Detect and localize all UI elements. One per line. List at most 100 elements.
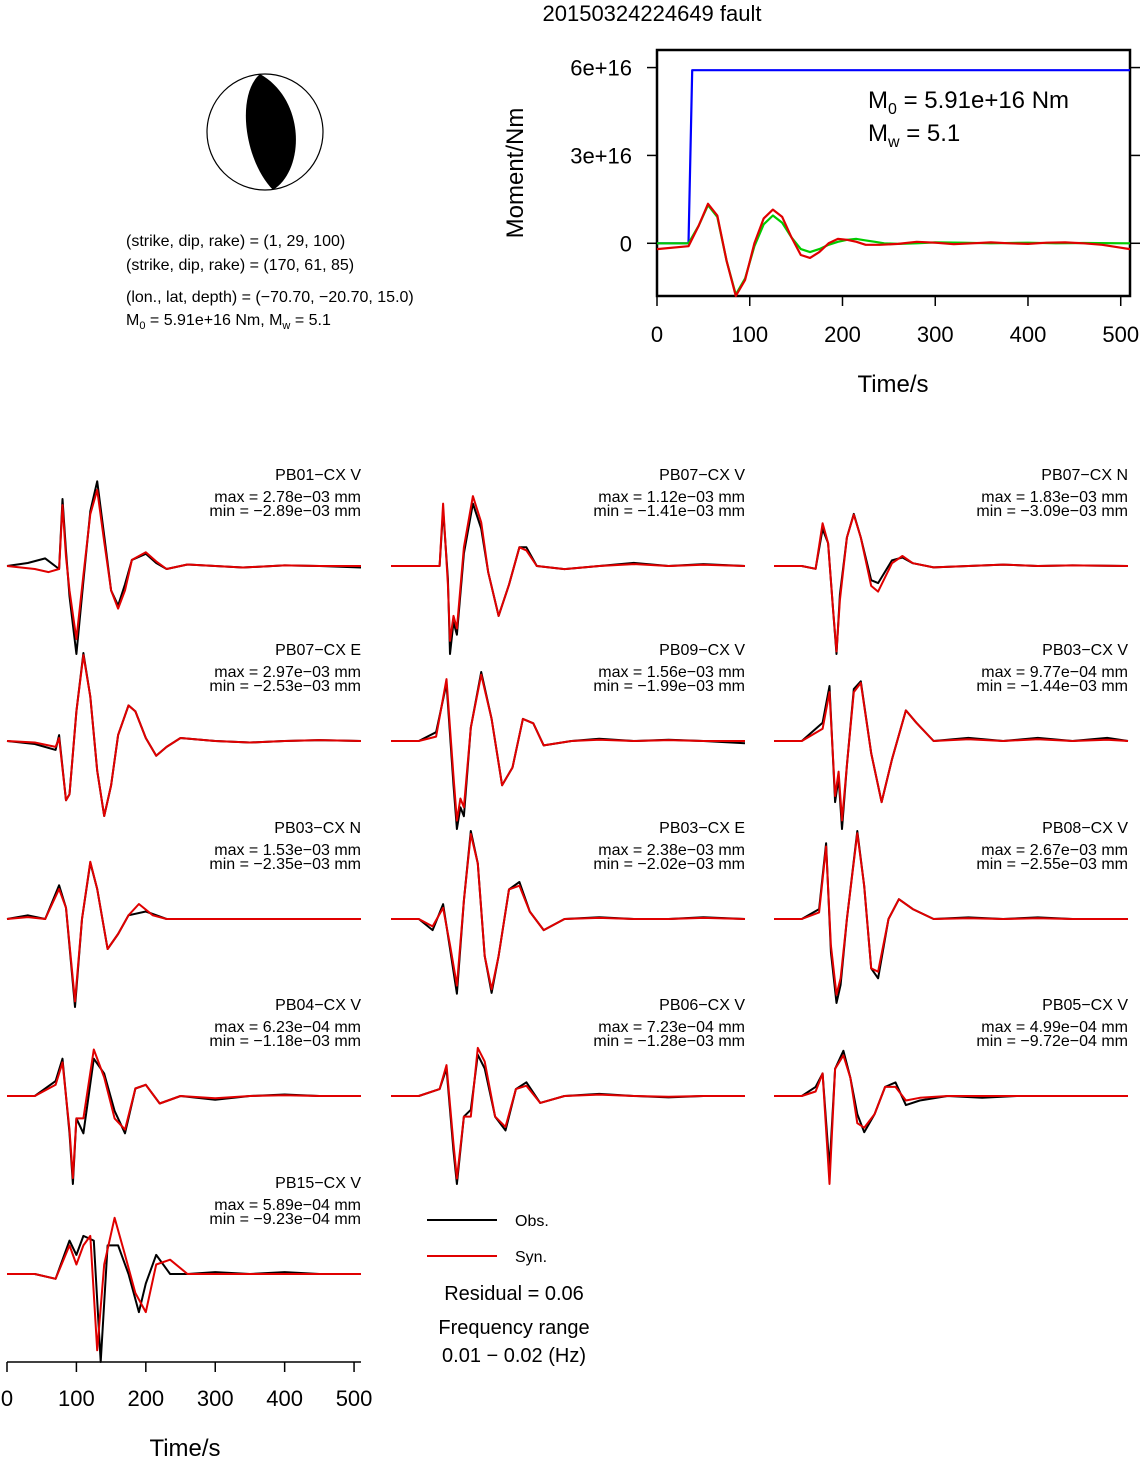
min-amplitude-label: min = −2.35e−03 mm <box>209 856 361 873</box>
figure-title: 20150324224649 fault <box>543 1 762 26</box>
max-amplitude-label: max = 4.99e−04 mm <box>981 1019 1128 1036</box>
legend-obs-label: Obs. <box>515 1213 549 1230</box>
bottom-x-tick-label: 200 <box>127 1386 164 1411</box>
waveform-obs-line <box>7 1234 361 1363</box>
moment-x-tick-label: 0 <box>651 322 663 347</box>
focal-plane-1-text: (strike, dip, rake) = (1, 29, 100) <box>126 233 345 250</box>
waveform-syn-line <box>6 654 362 817</box>
min-amplitude-label: min = −3.09e−03 mm <box>976 503 1128 520</box>
max-amplitude-label: max = 1.53e−03 mm <box>214 842 361 859</box>
moment-x-tick-label: 200 <box>824 322 861 347</box>
max-amplitude-label: max = 2.97e−03 mm <box>214 664 361 681</box>
min-amplitude-label: min = −2.53e−03 mm <box>209 678 361 695</box>
min-amplitude-label: min = −2.02e−03 mm <box>593 856 745 873</box>
waveform-obs-line <box>7 1057 361 1185</box>
location-text: (lon., lat, depth) = (−70.70, −20.70, 15… <box>126 289 414 306</box>
waveform-obs-line <box>6 861 361 1008</box>
station-label: PB09−CX V <box>659 642 745 659</box>
waveform-syn-line <box>391 495 746 642</box>
bottom-x-axis-label: Time/s <box>149 1435 220 1457</box>
moment-series-line-2 <box>656 202 1131 298</box>
station-label: PB04−CX V <box>275 997 361 1014</box>
max-amplitude-label: max = 2.78e−03 mm <box>214 489 361 506</box>
min-amplitude-label: min = −1.99e−03 mm <box>593 678 745 695</box>
max-amplitude-label: max = 1.83e−03 mm <box>981 489 1128 506</box>
bottom-time-axis: 0 100 200 300 400 500 Time/s <box>1 1361 373 1457</box>
frequency-range-title: Frequency range <box>438 1317 589 1339</box>
min-amplitude-label: min = −2.55e−03 mm <box>976 856 1128 873</box>
waveform-syn-line <box>774 832 1128 996</box>
max-amplitude-label: max = 6.23e−04 mm <box>214 1019 361 1036</box>
bottom-x-tick-label: 400 <box>266 1386 303 1411</box>
waveform-syn-line <box>774 513 1129 653</box>
moment-chart: 0 100 200 300 400 500 0 3e+16 6e+16 Moment/Nm Ti… <box>502 48 1140 398</box>
station-label: PB05−CX V <box>1042 997 1128 1014</box>
min-amplitude-label: min = −1.28e−03 mm <box>593 1033 745 1050</box>
min-amplitude-label: min = −9.72e−04 mm <box>976 1033 1128 1050</box>
waveform-syn-line <box>391 673 745 822</box>
focal-mechanism-beachball <box>206 73 324 191</box>
max-amplitude-label: max = 1.12e−03 mm <box>598 489 745 506</box>
moment-summary-text: M0 = 5.91e+16 Nm, Mw = 5.1 <box>126 312 331 332</box>
legend: Obs. Syn. Residual = 0.06 Frequency rang… <box>427 1213 590 1367</box>
waveform-syn-line <box>6 860 361 1003</box>
bottom-x-tick-label: 100 <box>58 1386 95 1411</box>
min-amplitude-label: min = −9.23e−04 mm <box>209 1211 361 1228</box>
waveform-syn-line <box>391 833 746 991</box>
station-label: PB08−CX V <box>1042 820 1128 837</box>
moment-y-axis-label: Moment/Nm <box>502 108 529 239</box>
max-amplitude-label: max = 5.89e−04 mm <box>214 1197 361 1214</box>
min-amplitude-label: min = −1.41e−03 mm <box>593 503 745 520</box>
waveform-syn-line <box>6 488 361 641</box>
moment-series-line-1 <box>657 204 1131 296</box>
moment-y-tick-label: 3e+16 <box>570 143 632 168</box>
min-amplitude-label: min = −2.89e−03 mm <box>209 503 361 520</box>
moment-x-tick-label: 100 <box>731 322 768 347</box>
moment-y-tick-label: 6e+16 <box>570 56 632 81</box>
station-label: PB03−CX N <box>274 820 361 837</box>
moment-x-tick-label: 400 <box>1010 322 1047 347</box>
moment-y-tick-label: 0 <box>620 231 632 256</box>
waveform-syn-line <box>774 681 1129 822</box>
max-amplitude-label: max = 2.38e−03 mm <box>598 842 745 859</box>
min-amplitude-label: min = −1.44e−03 mm <box>976 678 1128 695</box>
max-amplitude-label: max = 9.77e−04 mm <box>981 664 1128 681</box>
station-label: PB03−CX E <box>659 820 745 837</box>
station-label: PB06−CX V <box>659 997 745 1014</box>
moment-mw-annotation: Mw = 5.1 <box>868 120 960 151</box>
waveform-syn-line <box>7 1216 361 1352</box>
waveform-syn-line <box>391 1046 745 1180</box>
bottom-x-tick-label: 0 <box>1 1386 13 1411</box>
waveform-obs-line <box>774 512 1129 655</box>
bottom-x-tick-label: 300 <box>197 1386 234 1411</box>
waveform-syn-line <box>774 1054 1128 1185</box>
station-label: PB07−CX V <box>659 467 745 484</box>
max-amplitude-label: max = 1.56e−03 mm <box>598 664 745 681</box>
frequency-range-value: 0.01 − 0.02 (Hz) <box>442 1345 586 1367</box>
beachball-compressional-quadrant <box>245 74 296 190</box>
max-amplitude-label: max = 7.23e−04 mm <box>598 1019 745 1036</box>
bottom-x-tick-label: 500 <box>336 1386 373 1411</box>
moment-m0-annotation: M0 = 5.91e+16 Nm <box>868 87 1069 118</box>
station-label: PB07−CX N <box>1041 467 1128 484</box>
waveform-syn-line <box>7 1048 361 1179</box>
min-amplitude-label: min = −1.18e−03 mm <box>209 1033 361 1050</box>
station-label: PB01−CX V <box>275 467 361 484</box>
moment-x-axis-label: Time/s <box>857 371 928 398</box>
moment-x-tick-label: 500 <box>1102 322 1139 347</box>
focal-plane-2-text: (strike, dip, rake) = (170, 61, 85) <box>126 257 354 274</box>
max-amplitude-label: max = 2.67e−03 mm <box>981 842 1128 859</box>
